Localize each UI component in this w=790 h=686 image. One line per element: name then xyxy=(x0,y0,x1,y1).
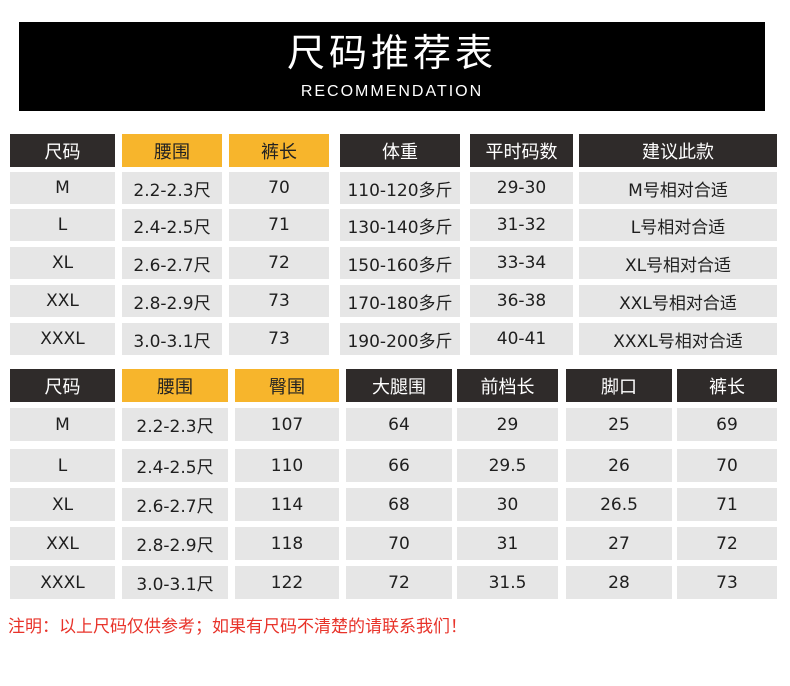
table-cell: 72 xyxy=(346,566,452,599)
table-cell: 33-34 xyxy=(470,247,573,279)
table-cell: 2.8-2.9尺 xyxy=(122,527,228,560)
table-cell: 29-30 xyxy=(470,172,573,204)
table-cell: 25 xyxy=(566,408,672,441)
header-cell: 平时码数 xyxy=(470,134,573,167)
table-cell: L号相对合适 xyxy=(579,209,777,241)
table-cell: M xyxy=(10,408,115,441)
table-cell: 73 xyxy=(677,566,777,599)
table-cell: 110 xyxy=(235,449,339,482)
table-cell: 118 xyxy=(235,527,339,560)
table-cell: 73 xyxy=(229,323,329,355)
table-cell: M xyxy=(10,172,115,204)
table-cell: 31-32 xyxy=(470,209,573,241)
table-cell: 2.2-2.3尺 xyxy=(122,408,228,441)
disclaimer-note: 注明：以上尺码仅供参考；如果有尺码不清楚的请联系我们！ xyxy=(8,617,467,637)
page-subtitle: RECOMMENDATION xyxy=(300,83,484,100)
header-cell: 体重 xyxy=(340,134,460,167)
table-cell: 70 xyxy=(346,527,452,560)
table-cell: XXXL xyxy=(10,323,115,355)
table-cell: 170-180多斤 xyxy=(340,285,460,317)
table-cell: 36-38 xyxy=(470,285,573,317)
table-cell: 190-200多斤 xyxy=(340,323,460,355)
table-cell: 29.5 xyxy=(457,449,558,482)
table-cell: 110-120多斤 xyxy=(340,172,460,204)
table-cell: 40-41 xyxy=(470,323,573,355)
table-cell: 72 xyxy=(229,247,329,279)
table-cell: 29 xyxy=(457,408,558,441)
table-cell: 70 xyxy=(229,172,329,204)
table-cell: 2.2-2.3尺 xyxy=(122,172,222,204)
table-cell: 31.5 xyxy=(457,566,558,599)
table-cell: 26.5 xyxy=(566,488,672,521)
table-cell: 68 xyxy=(346,488,452,521)
table-cell: 150-160多斤 xyxy=(340,247,460,279)
table-cell: 2.4-2.5尺 xyxy=(122,449,228,482)
table-cell: 122 xyxy=(235,566,339,599)
table-cell: XXL号相对合适 xyxy=(579,285,777,317)
table-cell: L xyxy=(10,449,115,482)
header-cell: 腰围 xyxy=(122,369,228,402)
table-cell: XXXL号相对合适 xyxy=(579,323,777,355)
table-cell: 28 xyxy=(566,566,672,599)
table-cell: 31 xyxy=(457,527,558,560)
header-cell: 脚口 xyxy=(566,369,672,402)
table-cell: L xyxy=(10,209,115,241)
table-cell: 114 xyxy=(235,488,339,521)
table-cell: 71 xyxy=(677,488,777,521)
page-title: 尺码推荐表 xyxy=(286,31,497,75)
table-cell: 2.8-2.9尺 xyxy=(122,285,222,317)
header-cell: 前档长 xyxy=(457,369,558,402)
table-cell: 3.0-3.1尺 xyxy=(122,566,228,599)
table-cell: M号相对合适 xyxy=(579,172,777,204)
header-cell: 尺码 xyxy=(10,369,115,402)
table-cell: 69 xyxy=(677,408,777,441)
table-cell: 27 xyxy=(566,527,672,560)
table-cell: XL号相对合适 xyxy=(579,247,777,279)
header-cell: 尺码 xyxy=(10,134,115,167)
table-cell: 2.4-2.5尺 xyxy=(122,209,222,241)
table-cell: 66 xyxy=(346,449,452,482)
table-cell: 72 xyxy=(677,527,777,560)
table-cell: 64 xyxy=(346,408,452,441)
table-cell: 107 xyxy=(235,408,339,441)
table-cell: 26 xyxy=(566,449,672,482)
table-cell: 70 xyxy=(677,449,777,482)
table-cell: XXXL xyxy=(10,566,115,599)
table-cell: 2.6-2.7尺 xyxy=(122,247,222,279)
table-cell: 130-140多斤 xyxy=(340,209,460,241)
header-cell: 裤长 xyxy=(229,134,329,167)
header-cell: 臀围 xyxy=(235,369,339,402)
table-cell: XL xyxy=(10,488,115,521)
table-cell: XXL xyxy=(10,285,115,317)
table-cell: 73 xyxy=(229,285,329,317)
header-cell: 大腿围 xyxy=(346,369,452,402)
header-cell: 腰围 xyxy=(122,134,222,167)
table-cell: 30 xyxy=(457,488,558,521)
table-cell: XL xyxy=(10,247,115,279)
table-cell: 2.6-2.7尺 xyxy=(122,488,228,521)
header-cell: 建议此款 xyxy=(579,134,777,167)
header-cell: 裤长 xyxy=(677,369,777,402)
table-cell: 71 xyxy=(229,209,329,241)
title-banner: 尺码推荐表 RECOMMENDATION xyxy=(19,22,765,111)
table-cell: XXL xyxy=(10,527,115,560)
table-cell: 3.0-3.1尺 xyxy=(122,323,222,355)
